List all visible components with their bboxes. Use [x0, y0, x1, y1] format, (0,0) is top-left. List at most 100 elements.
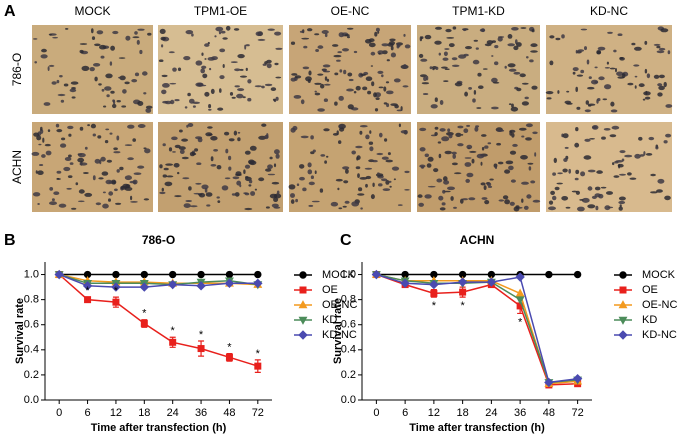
cell: [634, 75, 638, 78]
cell: [314, 92, 321, 96]
cell: [267, 173, 276, 176]
cell: [491, 77, 498, 83]
cell: [457, 125, 464, 129]
cell: [320, 154, 326, 157]
legend-label: KD: [322, 314, 337, 326]
cell: [244, 164, 251, 169]
cell: [604, 67, 611, 69]
cell: [450, 196, 454, 201]
cell: [487, 142, 492, 145]
cell: [471, 158, 475, 164]
cell: [602, 98, 608, 101]
cell: [38, 143, 42, 146]
cell: [342, 205, 347, 208]
cell: [264, 83, 273, 87]
cell: [444, 68, 450, 70]
cell: [79, 49, 84, 54]
cell: [381, 156, 389, 160]
cell: [393, 78, 401, 83]
cell: [565, 206, 571, 209]
cell: [124, 175, 132, 181]
cell: [145, 105, 153, 109]
cell: [137, 101, 144, 106]
cell: [314, 33, 320, 36]
cell: [426, 75, 429, 81]
cell: [71, 96, 76, 99]
cell: [110, 90, 115, 94]
cell: [274, 193, 282, 199]
cell: [91, 28, 94, 34]
cell: [575, 49, 578, 54]
cell: [112, 103, 117, 109]
cell: [310, 135, 314, 140]
cell: [308, 204, 314, 207]
cell: [113, 147, 118, 151]
cell: [317, 73, 324, 76]
cell: [98, 83, 102, 86]
cell: [77, 200, 85, 203]
cell: [572, 71, 576, 75]
cell: [40, 54, 48, 59]
series-line: [58, 273, 258, 288]
cell: [381, 43, 389, 47]
row-header: ACHN: [10, 150, 24, 184]
cell: [193, 192, 201, 195]
cell: [120, 186, 127, 190]
column-header: TPM1-OE: [194, 4, 247, 18]
series-line: [376, 273, 578, 384]
cell: [236, 180, 242, 186]
cell: [657, 83, 663, 87]
marker: [619, 271, 627, 279]
row-header: 786-O: [10, 53, 24, 86]
cell: [266, 63, 272, 69]
cell: [508, 68, 517, 72]
cell: [574, 177, 579, 181]
cell: [496, 129, 505, 132]
cell: [658, 74, 665, 79]
cell: [214, 35, 217, 38]
cell: [307, 169, 313, 175]
cell: [323, 70, 331, 73]
cell: [398, 123, 401, 128]
cell: [219, 48, 226, 53]
cell: [44, 143, 51, 147]
cell: [480, 182, 486, 186]
cell: [389, 38, 396, 42]
cell: [417, 194, 423, 198]
cell: [552, 195, 557, 201]
cell: [37, 170, 44, 175]
cell: [463, 28, 467, 32]
cell: [519, 73, 526, 78]
cell: [562, 168, 568, 173]
significance-mark: *: [114, 285, 119, 297]
cell: [403, 64, 407, 69]
cell: [347, 104, 354, 110]
cell: [84, 192, 93, 197]
cell: [355, 166, 361, 170]
cell: [92, 133, 97, 137]
cell: [584, 138, 591, 142]
chart-title: 786-O: [142, 233, 175, 247]
cell: [526, 56, 529, 59]
cell: [48, 64, 55, 67]
cell: [464, 162, 472, 167]
cell: [455, 132, 462, 137]
cell: [296, 183, 300, 186]
cell: [545, 91, 554, 95]
cell: [481, 134, 487, 137]
cell: [483, 185, 487, 191]
cell: [653, 74, 660, 79]
cell: [507, 43, 515, 47]
cell: [109, 132, 113, 135]
x-tick-label: 12: [428, 407, 440, 419]
cell: [185, 200, 192, 202]
cell: [308, 70, 312, 76]
cell: [221, 185, 229, 191]
cell: [370, 65, 374, 67]
cell: [232, 176, 240, 180]
cell: [360, 73, 367, 76]
cell: [644, 68, 648, 74]
cell: [494, 45, 499, 49]
legend-label: KD: [642, 314, 657, 326]
cell: [100, 156, 106, 162]
